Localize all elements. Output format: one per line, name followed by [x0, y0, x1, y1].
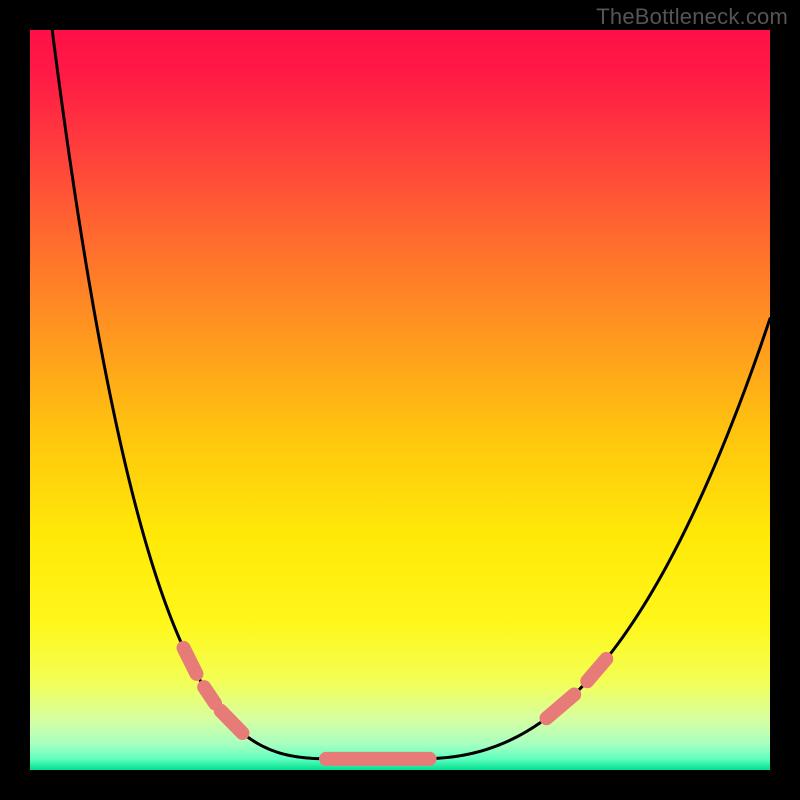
chart-frame: TheBottleneck.com: [0, 0, 800, 800]
bottleneck-chart: [0, 0, 800, 800]
gradient-background: [30, 30, 770, 770]
watermark-text: TheBottleneck.com: [596, 4, 788, 30]
marker-segment: [204, 687, 215, 703]
